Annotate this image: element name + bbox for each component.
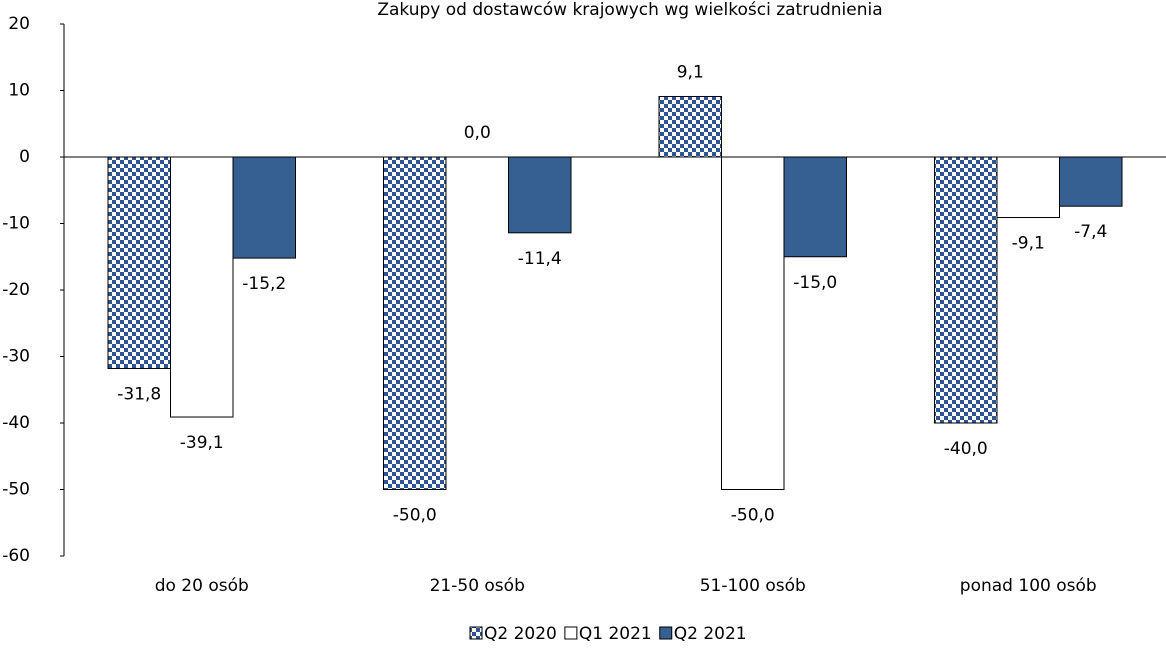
bar <box>508 156 572 234</box>
value-label: 9,1 <box>677 62 704 82</box>
legend-swatch <box>659 626 673 640</box>
value-label: -40,0 <box>944 439 988 459</box>
value-label: -15,0 <box>793 273 837 293</box>
value-label: 0,0 <box>464 123 491 143</box>
y-tick-label: -50 <box>2 480 30 500</box>
value-label: -11,4 <box>518 249 562 269</box>
legend-label: Q2 2021 <box>674 624 747 644</box>
value-label: -39,1 <box>180 433 224 453</box>
value-label: -15,2 <box>242 274 286 294</box>
bar <box>383 156 447 490</box>
value-label: -7,4 <box>1074 222 1107 242</box>
x-tick-label: 21-50 osób <box>430 576 525 596</box>
bar <box>107 156 171 369</box>
legend-swatch <box>469 626 483 640</box>
y-tick-label: -40 <box>2 413 30 433</box>
bar <box>170 156 234 418</box>
value-label: -9,1 <box>1012 234 1045 254</box>
value-label: -31,8 <box>117 384 161 404</box>
bar <box>721 156 785 490</box>
x-tick-label: 51-100 osób <box>700 576 806 596</box>
x-tick-label: do 20 osób <box>155 576 249 596</box>
legend-label: Q1 2021 <box>579 624 652 644</box>
bar <box>232 156 296 259</box>
y-tick-label: -30 <box>2 347 30 367</box>
bar <box>1059 156 1123 207</box>
y-tick-label: 0 <box>19 147 30 167</box>
y-tick-label: 10 <box>8 81 30 101</box>
y-tick-label: -60 <box>2 546 30 566</box>
x-tick-label: ponad 100 osób <box>960 576 1097 596</box>
chart-title: Zakupy od dostawców krajowych wg wielkoś… <box>377 0 882 20</box>
y-tick-label: -10 <box>2 214 30 234</box>
legend-swatch <box>564 626 578 640</box>
y-tick-label: -20 <box>2 280 30 300</box>
bar <box>658 95 722 158</box>
bar <box>996 156 1060 219</box>
value-label: -50,0 <box>393 506 437 526</box>
y-tick-label: 20 <box>8 14 30 34</box>
bar <box>934 156 998 424</box>
bar <box>783 156 847 258</box>
legend-label: Q2 2020 <box>484 624 557 644</box>
value-label: -50,0 <box>731 506 775 526</box>
